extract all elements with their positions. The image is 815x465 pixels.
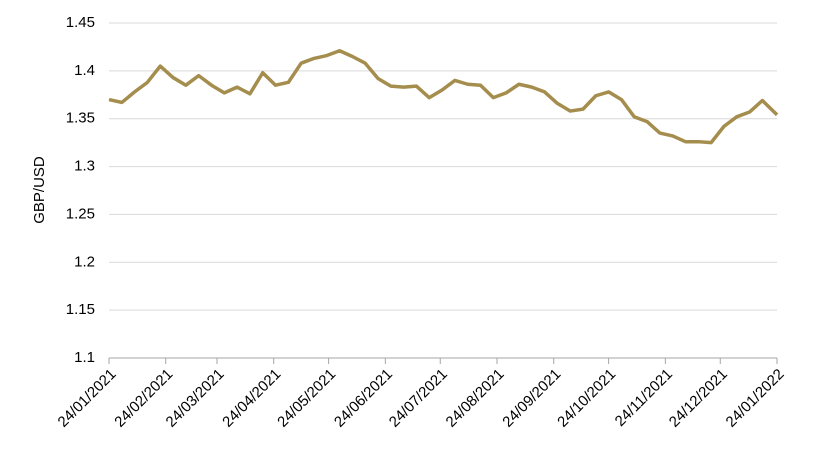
y-tick-label: 1.25 <box>66 205 95 222</box>
x-tick-label: 24/07/2021 <box>386 366 451 431</box>
x-tick-label: 24/10/2021 <box>554 366 619 431</box>
x-tick-label: 24/06/2021 <box>331 366 396 431</box>
x-tick-label: 24/01/2022 <box>723 366 788 431</box>
line <box>108 49 779 145</box>
y-tick-label: 1.2 <box>74 253 95 270</box>
y-tick-label: 1.45 <box>66 14 95 31</box>
x-tick-label: 24/05/2021 <box>274 366 339 431</box>
y-axis-label: GBP/USD <box>31 156 48 224</box>
y-tick-label: 1.35 <box>66 110 95 127</box>
y-tick-label: 1.3 <box>74 158 95 175</box>
x-tick-label: 24/04/2021 <box>219 366 284 431</box>
x-tick-label: 24/08/2021 <box>443 366 508 431</box>
x-tick-label: 24/09/2021 <box>499 366 564 431</box>
y-tick-label: 1.1 <box>74 349 95 366</box>
y-tick-label: 1.15 <box>66 301 95 318</box>
x-tick-label: 24/12/2021 <box>666 366 731 431</box>
y-tick-label: 1.4 <box>74 62 95 79</box>
x-tick-label: 24/01/2021 <box>55 366 120 431</box>
